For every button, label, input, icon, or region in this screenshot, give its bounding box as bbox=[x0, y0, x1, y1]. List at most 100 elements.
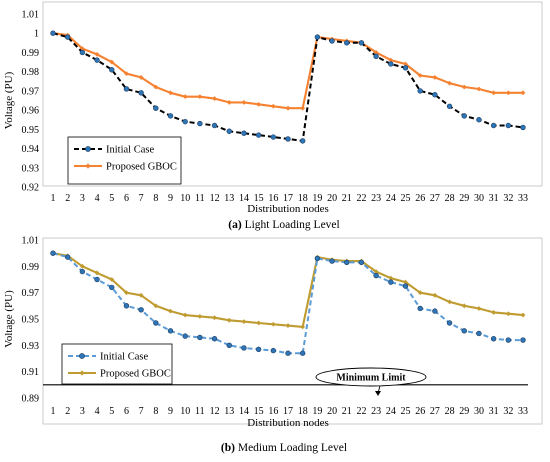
x-tick-label: 1 bbox=[51, 193, 56, 204]
data-point-initial-case bbox=[167, 113, 174, 119]
x-tick-label: 10 bbox=[180, 406, 190, 417]
chart-caption: (b) Medium Loading Level bbox=[221, 442, 347, 454]
x-tick-label: 24 bbox=[386, 193, 396, 204]
y-tick-label: 0.93 bbox=[22, 163, 40, 174]
data-point-proposed-gboc bbox=[79, 263, 85, 269]
x-tick-label: 16 bbox=[268, 193, 278, 204]
data-point-proposed-gboc bbox=[447, 299, 452, 305]
data-point-proposed-gboc bbox=[300, 324, 306, 330]
series-line-proposed-gboc bbox=[52, 32, 523, 110]
y-tick-label: 0.97 bbox=[22, 288, 40, 299]
callout-arrow-head bbox=[375, 391, 381, 396]
minimum-limit-label: Minimum Limit bbox=[336, 373, 406, 384]
x-tick-label: 26 bbox=[415, 406, 425, 417]
data-point-proposed-gboc bbox=[197, 313, 203, 319]
data-point-initial-case bbox=[299, 350, 306, 356]
y-tick-label: 1.01 bbox=[22, 236, 40, 247]
data-point-initial-case bbox=[64, 34, 71, 40]
plot-area-border bbox=[42, 1, 543, 187]
x-tick-label: 2 bbox=[65, 406, 70, 417]
x-tick-label: 12 bbox=[210, 193, 220, 204]
y-tick-label: 0.91 bbox=[22, 367, 40, 378]
data-point-proposed-gboc bbox=[94, 51, 100, 57]
y-tick-label: 1.01 bbox=[22, 10, 40, 21]
data-point-proposed-gboc bbox=[256, 320, 262, 326]
data-point-proposed-gboc bbox=[388, 57, 394, 63]
data-point-proposed-gboc bbox=[138, 75, 144, 80]
data-point-proposed-gboc bbox=[94, 270, 100, 276]
data-point-initial-case bbox=[241, 345, 247, 351]
y-tick-label: 0.89 bbox=[22, 394, 40, 405]
x-tick-label: 27 bbox=[430, 406, 440, 417]
data-point-initial-case bbox=[388, 61, 394, 67]
data-point-proposed-gboc bbox=[241, 100, 247, 105]
data-point-initial-case bbox=[94, 276, 100, 283]
x-tick-label: 28 bbox=[445, 406, 455, 417]
data-point-initial-case bbox=[211, 122, 218, 129]
x-tick-label: 24 bbox=[386, 406, 396, 417]
data-point-initial-case bbox=[94, 57, 100, 63]
y-axis-label: Voltage (PU) bbox=[3, 71, 15, 129]
x-tick-label: 3 bbox=[80, 406, 85, 417]
data-point-proposed-gboc bbox=[212, 96, 217, 101]
data-point-initial-case bbox=[182, 118, 188, 125]
x-tick-label: 21 bbox=[342, 193, 352, 204]
data-point-proposed-gboc bbox=[182, 312, 188, 318]
data-point-proposed-gboc bbox=[212, 315, 217, 321]
x-tick-label: 14 bbox=[239, 193, 249, 204]
data-point-initial-case bbox=[255, 346, 262, 352]
caption-text: Medium Loading Level bbox=[235, 442, 347, 454]
x-tick-label: 19 bbox=[312, 193, 322, 204]
y-tick-label: 0.96 bbox=[22, 106, 40, 117]
x-tick-label: 20 bbox=[327, 193, 337, 204]
x-tick-label: 22 bbox=[356, 406, 366, 417]
data-point-proposed-gboc bbox=[153, 84, 159, 90]
data-point-proposed-gboc bbox=[124, 290, 129, 296]
x-tick-label: 13 bbox=[224, 406, 234, 417]
data-point-proposed-gboc bbox=[505, 90, 511, 96]
y-tick-label: 0.95 bbox=[22, 315, 40, 326]
data-point-initial-case bbox=[432, 92, 438, 98]
data-point-initial-case bbox=[255, 132, 262, 138]
data-point-proposed-gboc bbox=[270, 321, 276, 327]
data-point-initial-case bbox=[182, 333, 188, 339]
data-point-proposed-gboc bbox=[373, 269, 379, 274]
data-point-initial-case bbox=[299, 138, 306, 144]
data-point-initial-case bbox=[270, 347, 277, 354]
data-point-proposed-gboc bbox=[403, 279, 408, 285]
legend-box bbox=[61, 343, 173, 385]
x-tick-label: 33 bbox=[518, 193, 528, 204]
legend-label: Initial Case bbox=[100, 352, 148, 363]
x-tick-label: 5 bbox=[109, 193, 114, 204]
data-point-proposed-gboc bbox=[476, 306, 482, 311]
data-point-initial-case bbox=[153, 105, 159, 111]
y-tick-label: 0.94 bbox=[22, 144, 40, 155]
data-point-initial-case bbox=[505, 122, 512, 129]
x-tick-label: 14 bbox=[239, 406, 249, 417]
data-point-initial-case bbox=[461, 113, 467, 119]
data-point-initial-case bbox=[123, 86, 130, 92]
x-tick-label: 20 bbox=[327, 406, 337, 417]
data-point-initial-case bbox=[285, 350, 291, 356]
data-point-initial-case bbox=[109, 284, 115, 291]
x-tick-label: 4 bbox=[95, 193, 100, 204]
data-point-proposed-gboc bbox=[476, 86, 482, 92]
data-point-proposed-gboc bbox=[109, 59, 115, 65]
data-point-proposed-gboc bbox=[256, 101, 262, 107]
x-tick-label: 23 bbox=[371, 406, 381, 417]
data-point-proposed-gboc bbox=[432, 292, 438, 298]
data-point-initial-case bbox=[109, 67, 115, 73]
data-point-proposed-gboc bbox=[520, 90, 526, 96]
x-tick-label: 4 bbox=[95, 406, 100, 417]
legend-swatch-marker bbox=[85, 163, 91, 169]
data-point-initial-case bbox=[50, 250, 56, 256]
x-tick-label: 6 bbox=[124, 406, 129, 417]
data-point-initial-case bbox=[417, 88, 423, 94]
data-point-proposed-gboc bbox=[491, 310, 497, 315]
x-tick-label: 19 bbox=[312, 406, 322, 417]
legend-label: Initial Case bbox=[106, 145, 154, 156]
data-point-initial-case bbox=[446, 103, 453, 109]
x-tick-label: 32 bbox=[503, 193, 513, 204]
x-tick-label: 27 bbox=[430, 193, 440, 204]
